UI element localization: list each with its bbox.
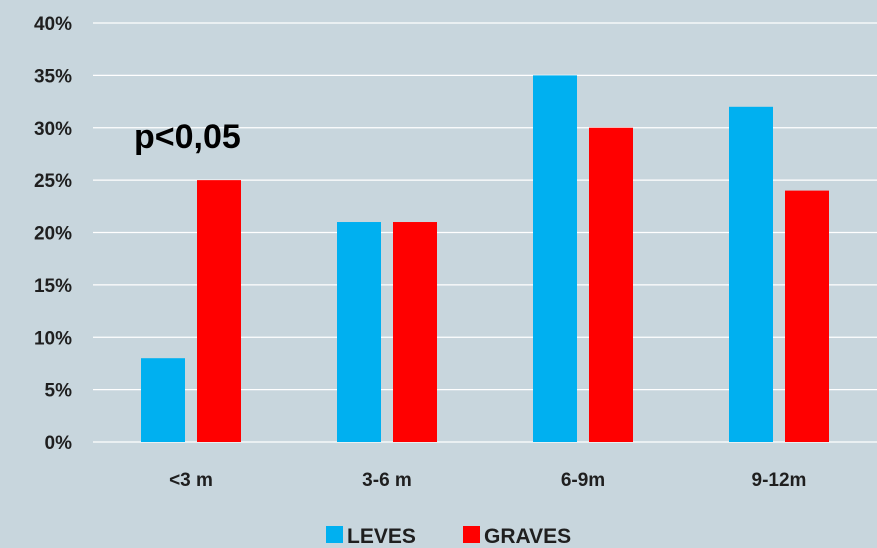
significance-annotation: p<0,05 bbox=[134, 118, 241, 156]
x-category-label: <3 m bbox=[169, 470, 213, 491]
bar-leves-3 bbox=[729, 106, 773, 443]
bar-graves-2 bbox=[589, 127, 633, 442]
bar-graves-1 bbox=[393, 222, 437, 442]
legend: LEVES GRAVES bbox=[326, 525, 571, 548]
y-tick-label: 20% bbox=[34, 224, 72, 245]
legend-swatch-leves bbox=[326, 526, 343, 543]
y-tick-label: 10% bbox=[34, 328, 72, 349]
x-category-label: 6-9m bbox=[561, 470, 605, 491]
y-axis-ticks: 0% 5% 10% 15% 20% 25% 30% 35% 40% bbox=[34, 14, 72, 454]
y-tick-label: 15% bbox=[34, 276, 72, 297]
x-category-label: 9-12m bbox=[752, 470, 807, 491]
legend-label-leves: LEVES bbox=[347, 525, 416, 548]
y-tick-label: 5% bbox=[45, 381, 73, 402]
y-tick-label: 0% bbox=[45, 433, 73, 454]
bar-graves-0 bbox=[197, 180, 241, 442]
x-axis-categories: <3 m 3-6 m 6-9m 9-12m bbox=[169, 470, 806, 491]
y-tick-label: 25% bbox=[34, 171, 72, 192]
y-tick-label: 40% bbox=[34, 14, 72, 35]
y-tick-label: 35% bbox=[34, 66, 72, 87]
x-category-label: 3-6 m bbox=[362, 470, 412, 491]
legend-label-graves: GRAVES bbox=[484, 525, 571, 548]
bar-leves-0 bbox=[141, 358, 185, 442]
bars bbox=[141, 75, 829, 443]
bar-graves-3 bbox=[785, 190, 829, 442]
bar-leves-1 bbox=[337, 222, 381, 442]
legend-swatch-graves bbox=[463, 526, 480, 543]
bar-leves-2 bbox=[533, 75, 577, 442]
y-tick-label: 30% bbox=[34, 119, 72, 140]
